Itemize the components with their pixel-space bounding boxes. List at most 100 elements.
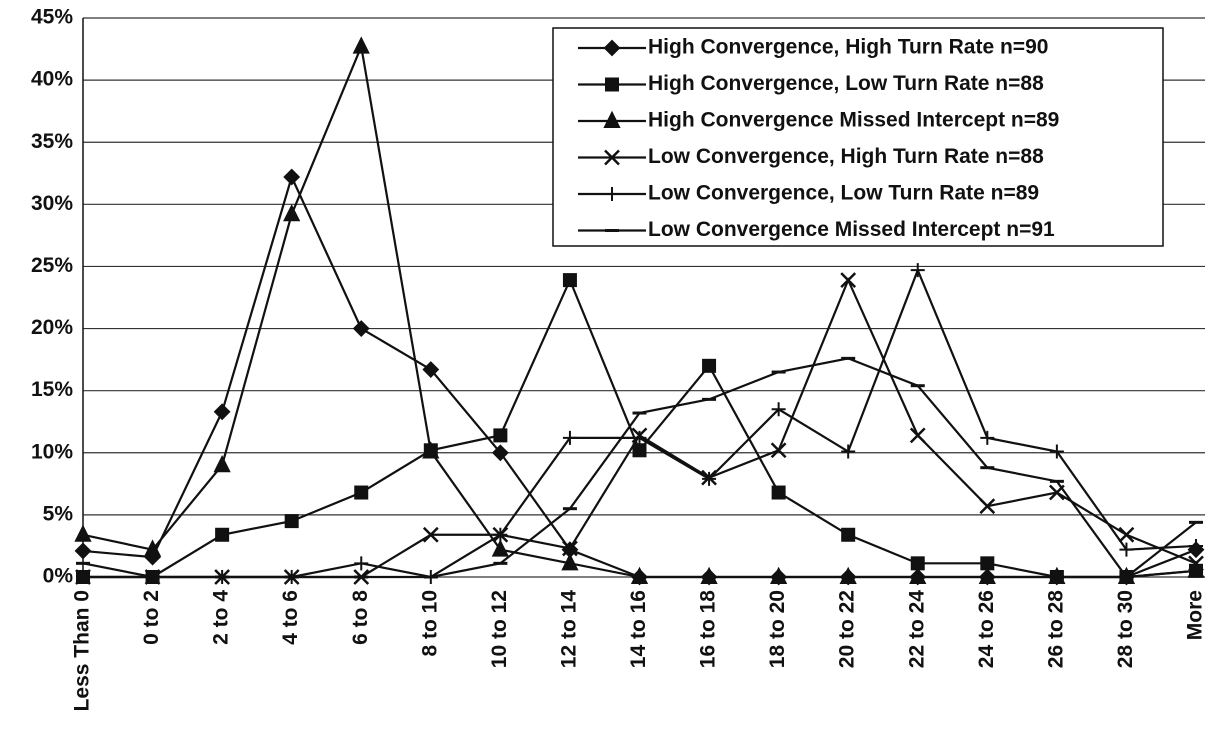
y-tick-label: 20% [31,316,73,339]
marker [1187,560,1205,578]
y-tick-label: 0% [43,565,74,588]
marker [1049,444,1064,459]
marker [839,566,857,584]
marker [352,36,370,54]
x-tick-label: 16 to 18 [697,590,720,669]
x-tick-label: 0 to 2 [140,590,163,645]
y-tick-label: 45% [31,6,73,29]
marker [1189,538,1203,553]
x-tick-label: 2 to 4 [210,590,233,645]
series [76,356,1203,579]
marker [213,403,231,421]
marker [700,566,718,584]
marker [74,524,92,542]
series [75,272,1204,585]
y-tick-label: 10% [31,440,73,463]
marker [840,272,857,288]
legend-label: Low Convergence, Low Turn Rate n=89 [648,182,1039,205]
marker [491,444,509,462]
marker [702,358,717,373]
marker [909,427,926,444]
marker [1118,526,1135,543]
marker [215,527,230,542]
x-tick-label: 20 to 22 [836,590,859,668]
marker [493,527,508,542]
marker [562,540,578,557]
legend-label: Low Convergence, High Turn Rate n=88 [648,145,1044,168]
marker [562,430,577,445]
marker [562,273,577,288]
y-tick-label: 25% [31,254,73,277]
marker [603,39,621,57]
y-tick-label: 30% [31,192,73,215]
series-line [83,277,1197,579]
marker [283,168,301,186]
x-tick-label: 8 to 10 [418,590,441,657]
marker [771,485,786,500]
legend-label: High Convergence, High Turn Rate n=90 [648,36,1048,59]
marker [632,430,647,445]
x-tick-label: 28 to 30 [1114,590,1137,668]
y-tick-label: 15% [31,378,73,401]
marker [978,566,996,584]
marker [980,430,995,445]
marker [561,553,579,571]
marker [771,402,786,417]
series [76,273,1203,584]
series-line [83,277,1197,579]
x-tick-label: More [1184,590,1207,640]
marker [632,443,647,458]
marker [604,149,620,166]
marker [630,566,649,584]
marker [605,187,619,201]
x-tick-label: 4 to 6 [279,590,302,645]
marker [74,542,92,560]
x-tick-label: 6 to 8 [349,590,372,645]
legend-label: Low Convergence Missed Intercept n=91 [648,218,1055,241]
marker [284,514,299,529]
series [76,263,1203,584]
marker [603,110,621,128]
marker [1119,542,1134,557]
marker [841,444,856,459]
marker [422,441,440,459]
legend-label: High Convergence Missed Intercept n=89 [648,109,1059,132]
marker [910,263,925,278]
x-tick-label: 14 to 16 [627,590,650,668]
marker [422,526,439,543]
x-tick-label: 26 to 28 [1044,590,1067,669]
marker [354,556,369,571]
marker [213,454,231,473]
y-tick-label: 5% [43,502,74,525]
marker [979,498,996,515]
marker [1188,555,1204,572]
x-tick-label: 10 to 12 [488,590,511,668]
marker [283,204,301,222]
legend: High Convergence, High Turn Rate n=90 Hig… [552,27,1164,247]
marker [354,485,369,500]
marker [605,77,619,92]
marker [143,539,162,557]
marker [770,566,788,584]
marker [76,570,90,584]
x-tick-label: 18 to 20 [766,590,789,668]
marker [491,539,509,557]
marker [770,442,787,459]
marker [352,320,370,337]
marker [909,566,927,584]
x-tick-label: 22 to 24 [905,590,928,669]
marker [1048,566,1066,584]
marker [493,428,508,443]
marker [841,527,856,542]
x-tick-label: 24 to 26 [975,590,998,668]
marker [702,471,717,486]
y-tick-label: 35% [31,130,73,153]
x-tick-label: Less Than 0 [71,590,94,711]
legend-label: High Convergence, Low Turn Rate n=88 [648,72,1044,95]
y-tick-label: 40% [31,68,73,91]
marker [422,361,440,378]
x-tick-label: 12 to 14 [557,590,580,669]
series [74,36,1205,584]
legend-box [552,27,1164,247]
